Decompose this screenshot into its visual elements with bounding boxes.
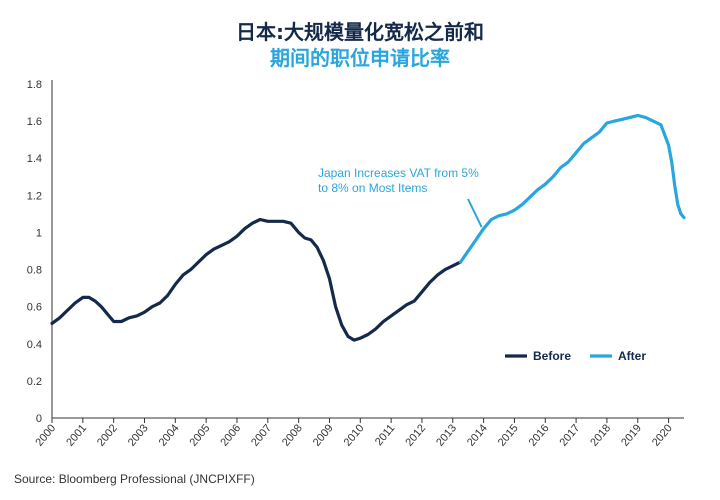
legend-label-before: Before [533,349,571,363]
y-tick-label-0: 0 [36,413,42,425]
x-tick-label-7: 2007 [249,422,274,448]
y-tick-label-3: 0.6 [27,302,42,314]
x-tick-label-17: 2017 [557,422,582,448]
x-tick-label-5: 2005 [188,422,213,448]
x-tick-label-12: 2012 [403,422,428,448]
x-tick-label-15: 2015 [496,422,521,448]
y-tick-label-8: 1.6 [27,116,42,128]
x-tick-label-10: 2010 [342,422,367,448]
x-tick-label-13: 2013 [434,422,459,448]
x-tick-label-8: 2008 [280,422,305,448]
x-tick-label-0: 2000 [33,422,58,448]
x-tick-label-1: 2001 [64,422,89,448]
y-tick-label-9: 1.8 [27,79,42,91]
x-tick-label-20: 2020 [650,422,675,448]
source-note: Source: Bloomberg Professional (JNCPIXFF… [14,472,255,486]
x-tick-label-6: 2006 [218,422,243,448]
x-tick-label-3: 2003 [126,422,151,448]
x-tick-label-14: 2014 [465,422,490,448]
annotation-line2: to 8% on Most Items [318,181,427,195]
x-tick-label-11: 2011 [373,422,397,448]
x-tick-label-2: 2002 [95,422,120,448]
y-tick-label-1: 0.2 [27,376,42,388]
x-tick-label-18: 2018 [588,422,613,448]
series-line-after [458,113,686,264]
series-line-before [50,217,463,342]
y-tick-label-5: 1 [36,227,42,239]
annotation-line1: Japan Increases VAT from 5% [318,166,479,180]
y-tick-label-2: 0.4 [27,339,42,351]
x-tick-label-19: 2019 [619,422,644,448]
x-tick-label-4: 2004 [157,422,182,448]
y-tick-label-6: 1.2 [27,190,42,202]
chart-title-line2: 期间的职位申请比率 [270,46,450,70]
y-tick-label-7: 1.4 [27,153,42,165]
legend-label-after: After [618,349,646,363]
annotation-pointer [467,198,483,228]
x-tick-label-9: 2009 [311,422,336,448]
chart-title-line1: 日本:大规模量化宽松之前和 [236,20,484,44]
x-tick-label-16: 2016 [527,422,552,448]
y-tick-label-4: 0.8 [27,265,42,277]
